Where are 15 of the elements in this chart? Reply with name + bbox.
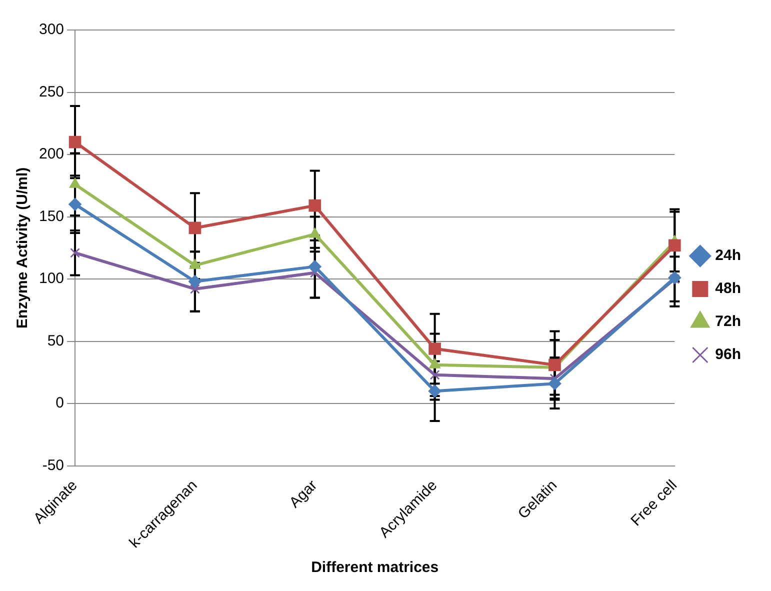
y-tick-label: 50 [47,332,64,350]
legend-label: 72h [715,313,742,330]
y-axis-title: Enzyme Activity (U/ml) [14,167,32,328]
legend-label: 24h [715,247,742,264]
x-tick-label: Free cell [628,476,680,530]
y-tick-label: -50 [42,456,64,474]
legend-label: 48h [715,280,742,298]
y-tick-label: 100 [38,270,64,288]
y-tick-label: 150 [38,208,64,225]
y-tick-label: 200 [38,146,64,163]
x-axis-title: Different matrices [311,559,439,576]
y-tick-label: 0 [56,394,64,412]
y-tick-label: 250 [38,83,64,100]
y-tick-label: 300 [38,21,64,38]
legend-label: 96h [715,346,742,364]
